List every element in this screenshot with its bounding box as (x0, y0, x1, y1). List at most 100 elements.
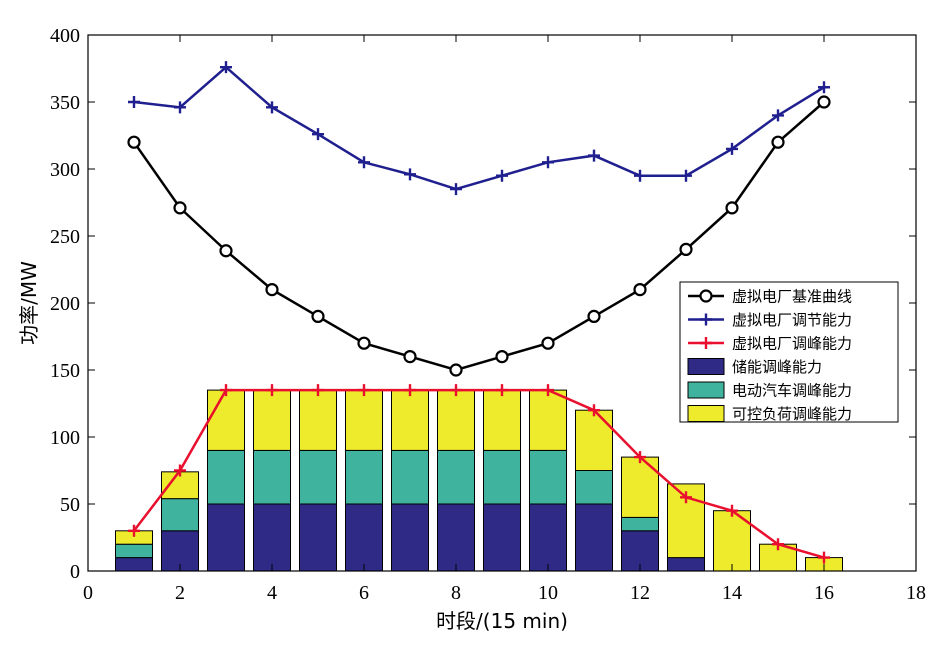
legend-box (679, 281, 899, 423)
x-tick-label-6: 12 (630, 582, 650, 604)
series-2-point-8 (450, 183, 462, 196)
series-2-point-16 (818, 81, 830, 94)
series-3-point-14 (726, 504, 738, 517)
bar-2-3 (207, 449, 245, 505)
series-2-point-7 (404, 168, 416, 181)
y-tick-label-0: 0 (70, 561, 80, 583)
legend-label-bar-2: 电动汽车调峰能力 (732, 382, 852, 400)
bar-3-10 (529, 389, 567, 451)
series-1-point-1 (127, 135, 141, 149)
series-1-point-13 (679, 242, 693, 256)
series-3-point-4 (266, 384, 278, 397)
series-2-point-13 (680, 169, 692, 182)
series-3-point-6 (358, 384, 370, 397)
bar-1-1 (115, 557, 153, 572)
bar-2-10 (529, 449, 567, 505)
series-line-1 (132, 101, 825, 372)
bar-2-5 (299, 449, 337, 505)
legend: 虚拟电厂基准曲线虚拟电厂调节能力虚拟电厂调峰能力储能调峰能力电动汽车调峰能力可控… (679, 281, 899, 423)
bar-3-5 (299, 389, 337, 451)
bar-2-6 (345, 449, 383, 505)
ticks-group: 0 2 4 6 8 10 12 14 16 18 0 50 100 150 200 250 300 350 400 (50, 25, 926, 604)
x-tick-label-1: 2 (175, 582, 185, 604)
series-1-point-12 (633, 283, 647, 297)
bar-2-4 (253, 449, 291, 505)
series-1-point-5 (311, 309, 325, 323)
series-2-point-2 (174, 101, 186, 114)
bar-1-13 (667, 557, 705, 572)
legend-label-line-1: 虚拟电厂基准曲线 (732, 288, 852, 306)
bar-2-11 (575, 470, 613, 505)
series-3-point-8 (450, 384, 462, 397)
series-3-point-11 (588, 404, 600, 417)
series-3-point-9 (496, 384, 508, 397)
x-tick-label-5: 10 (538, 582, 558, 604)
y-tick-label-4: 200 (50, 293, 80, 315)
series-2-point-9 (496, 169, 508, 182)
bar-3-11 (575, 409, 613, 472)
bar-2-7 (391, 449, 429, 505)
series-2-point-5 (312, 128, 324, 141)
x-tick-label-3: 6 (359, 582, 369, 604)
series-1-point-10 (541, 336, 555, 350)
series-3-point-7 (404, 384, 416, 397)
bar-1-4 (253, 503, 291, 572)
series-3-point-13 (680, 491, 692, 504)
bar-3-4 (253, 389, 291, 451)
bar-3-8 (437, 389, 475, 451)
bar-1-6 (345, 503, 383, 572)
series-2-point-4 (266, 101, 278, 114)
series-1-point-2 (173, 201, 187, 215)
series-line-3 (133, 388, 825, 559)
series-3-point-3 (220, 384, 232, 397)
legend-marker-3 (700, 337, 712, 349)
series-1-point-7 (403, 350, 417, 364)
series-1-point-4 (265, 283, 279, 297)
series-2-point-15 (772, 109, 784, 122)
y-tick-label-1: 50 (60, 494, 80, 516)
bar-3-6 (345, 389, 383, 451)
y-tick-label-3: 150 (50, 360, 80, 382)
series-1-point-8 (449, 363, 463, 377)
series-2-point-12 (634, 169, 646, 182)
lines-group (127, 61, 831, 564)
bar-1-11 (575, 503, 613, 572)
bar-3-12 (621, 456, 659, 518)
legend-bar-swatch-3 (687, 405, 725, 422)
legend-label-bar-3: 可控负荷调峰能力 (732, 405, 852, 423)
series-2-point-14 (726, 142, 738, 155)
series-2-point-11 (588, 149, 600, 162)
legend-marker-1 (699, 289, 713, 303)
x-axis-title: 时段/(15 min) (436, 609, 568, 633)
x-tick-label-9: 18 (906, 582, 926, 604)
bar-3-7 (391, 389, 429, 451)
legend-label-bar-1: 储能调峰能力 (732, 358, 822, 376)
y-tick-label-2: 100 (50, 427, 80, 449)
series-3-point-2 (174, 464, 186, 477)
series-1-point-3 (219, 244, 233, 258)
series-2-point-1 (128, 96, 140, 108)
bar-1-5 (299, 503, 337, 572)
series-2-point-10 (542, 156, 554, 169)
bar-2-8 (437, 449, 475, 505)
bar-1-9 (483, 503, 521, 572)
series-3-point-5 (312, 384, 324, 397)
series-1-point-15 (771, 135, 785, 149)
y-tick-label-6: 300 (50, 159, 80, 181)
x-tick-label-2: 4 (267, 582, 277, 604)
bar-3-3 (207, 389, 245, 451)
legend-marker-2 (700, 313, 712, 326)
legend-bar-swatch-1 (687, 358, 725, 375)
bar-2-12 (621, 516, 659, 532)
series-3-point-10 (542, 384, 554, 397)
bar-1-8 (437, 503, 475, 572)
y-axis-title: 功率/MW (17, 261, 41, 345)
y-tick-label-8: 400 (50, 25, 80, 47)
series-1-point-9 (495, 350, 509, 364)
legend-bar-swatch-2 (687, 381, 725, 399)
series-1-point-6 (357, 336, 371, 350)
bar-1-3 (207, 503, 245, 572)
series-3-point-12 (634, 451, 646, 464)
bar-2-1 (115, 543, 153, 559)
